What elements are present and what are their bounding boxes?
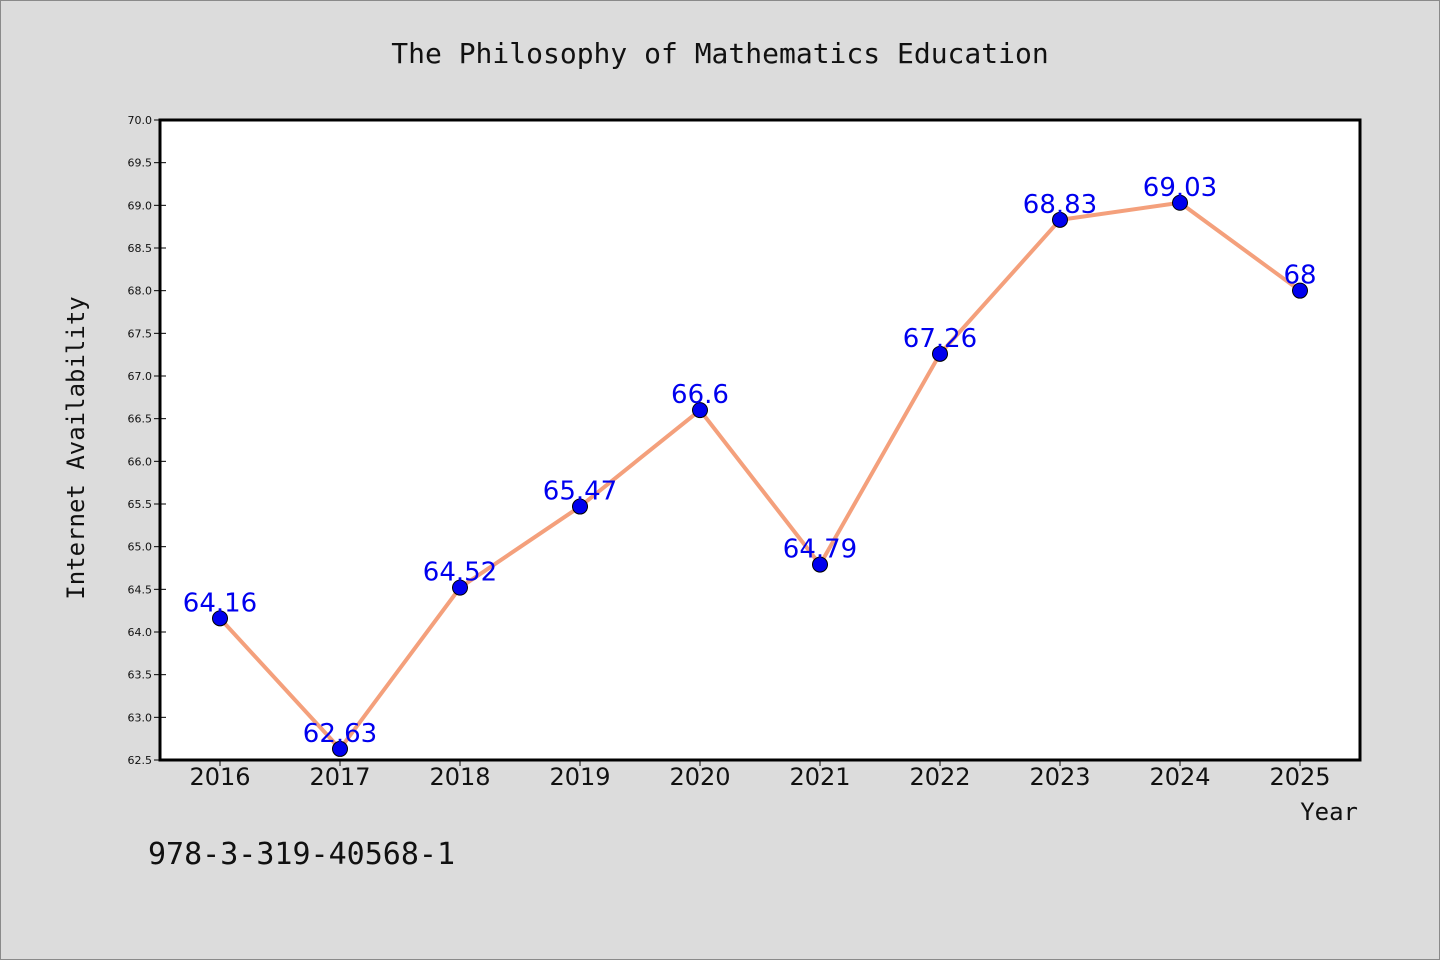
x-tick-label: 2018 bbox=[429, 763, 490, 791]
y-tick-label: 65.0 bbox=[128, 541, 153, 554]
x-tick-label: 2023 bbox=[1029, 763, 1090, 791]
y-tick-label: 62.5 bbox=[128, 754, 153, 767]
x-tick-label: 2025 bbox=[1269, 763, 1330, 791]
data-label: 64.16 bbox=[183, 588, 257, 618]
data-point bbox=[1292, 282, 1308, 299]
y-tick-label: 64.5 bbox=[128, 583, 153, 596]
data-label: 68 bbox=[1283, 261, 1316, 291]
series-polyline bbox=[218, 200, 1302, 751]
x-tick-label: 2020 bbox=[669, 763, 730, 791]
data-point bbox=[1172, 194, 1188, 211]
data-point bbox=[692, 402, 708, 419]
x-tick-label: 2021 bbox=[789, 763, 850, 791]
y-tick-label: 67.0 bbox=[128, 370, 153, 383]
x-axis: 2016 2017 2018 2019 2020 2021 2022 2023 2024 2025 bbox=[189, 760, 1331, 791]
y-tick-label: 63.5 bbox=[128, 669, 153, 682]
y-tick-label: 66.5 bbox=[128, 413, 153, 426]
y-tick-label: 63.0 bbox=[128, 711, 153, 724]
y-tick-label: 65.5 bbox=[128, 498, 153, 511]
x-tick-label: 2017 bbox=[309, 763, 370, 791]
y-tick-label: 69.0 bbox=[128, 199, 153, 212]
data-label: 62.63 bbox=[303, 719, 377, 749]
data-points bbox=[212, 194, 1308, 757]
y-tick-label: 67.5 bbox=[128, 327, 153, 340]
x-axis-label: Year bbox=[1300, 798, 1358, 826]
data-point bbox=[932, 345, 948, 362]
data-point bbox=[452, 579, 468, 596]
isbn-footnote: 978-3-319-40568-1 bbox=[148, 837, 455, 872]
y-tick-label: 69.5 bbox=[128, 157, 153, 170]
data-point bbox=[1052, 211, 1068, 228]
data-point bbox=[332, 740, 348, 757]
data-label: 67.26 bbox=[903, 324, 977, 354]
y-axis: 62.5 63.0 63.5 64.0 64.5 65.0 65.5 66.0 66.5 67.0… bbox=[128, 114, 166, 767]
data-point bbox=[812, 556, 828, 573]
data-label: 69.03 bbox=[1143, 173, 1217, 203]
x-tick-label: 2016 bbox=[189, 763, 250, 791]
data-label: 68.83 bbox=[1023, 190, 1097, 220]
x-tick-label: 2024 bbox=[1149, 763, 1210, 791]
x-tick-label: 2022 bbox=[909, 763, 970, 791]
data-labels: 64.16 62.63 64.52 65.47 66.6 64.79 67.26 68.83 6… bbox=[183, 173, 1317, 749]
data-label: 65.47 bbox=[543, 477, 617, 507]
y-tick-label: 66.0 bbox=[128, 455, 153, 468]
y-axis-label: Internet Availability bbox=[62, 296, 90, 599]
y-tick-label: 68.5 bbox=[128, 242, 153, 255]
x-tick-label: 2019 bbox=[549, 763, 610, 791]
plot-area bbox=[158, 118, 1362, 762]
y-tick-label: 70.0 bbox=[128, 114, 153, 127]
data-label: 66.6 bbox=[671, 380, 729, 410]
data-label: 64.52 bbox=[423, 558, 497, 588]
data-point bbox=[572, 498, 588, 515]
data-label: 64.79 bbox=[783, 535, 857, 565]
chart-title: The Philosophy of Mathematics Education bbox=[391, 37, 1048, 70]
data-point bbox=[212, 610, 228, 627]
y-tick-label: 64.0 bbox=[128, 626, 153, 639]
series-line bbox=[218, 200, 1302, 751]
y-tick-label: 68.0 bbox=[128, 285, 153, 298]
